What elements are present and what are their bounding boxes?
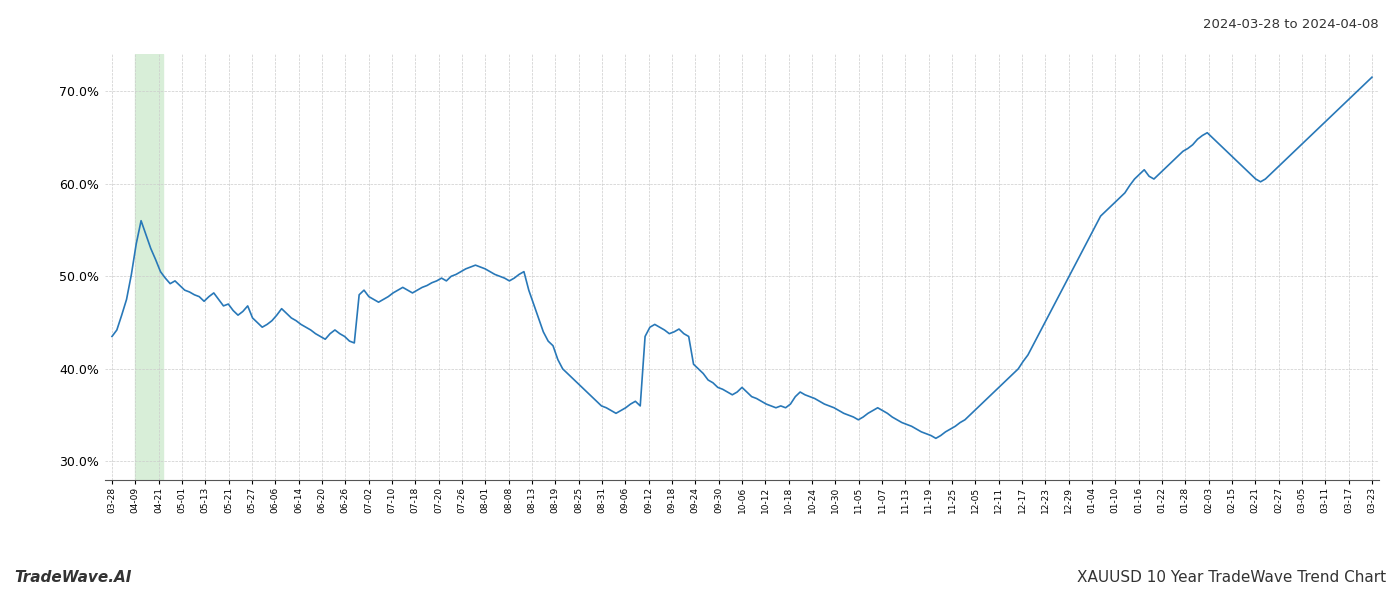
Text: 2024-03-28 to 2024-04-08: 2024-03-28 to 2024-04-08 — [1204, 18, 1379, 31]
Text: TradeWave.AI: TradeWave.AI — [14, 570, 132, 585]
Bar — [136, 54, 164, 480]
Text: XAUUSD 10 Year TradeWave Trend Chart: XAUUSD 10 Year TradeWave Trend Chart — [1077, 570, 1386, 585]
